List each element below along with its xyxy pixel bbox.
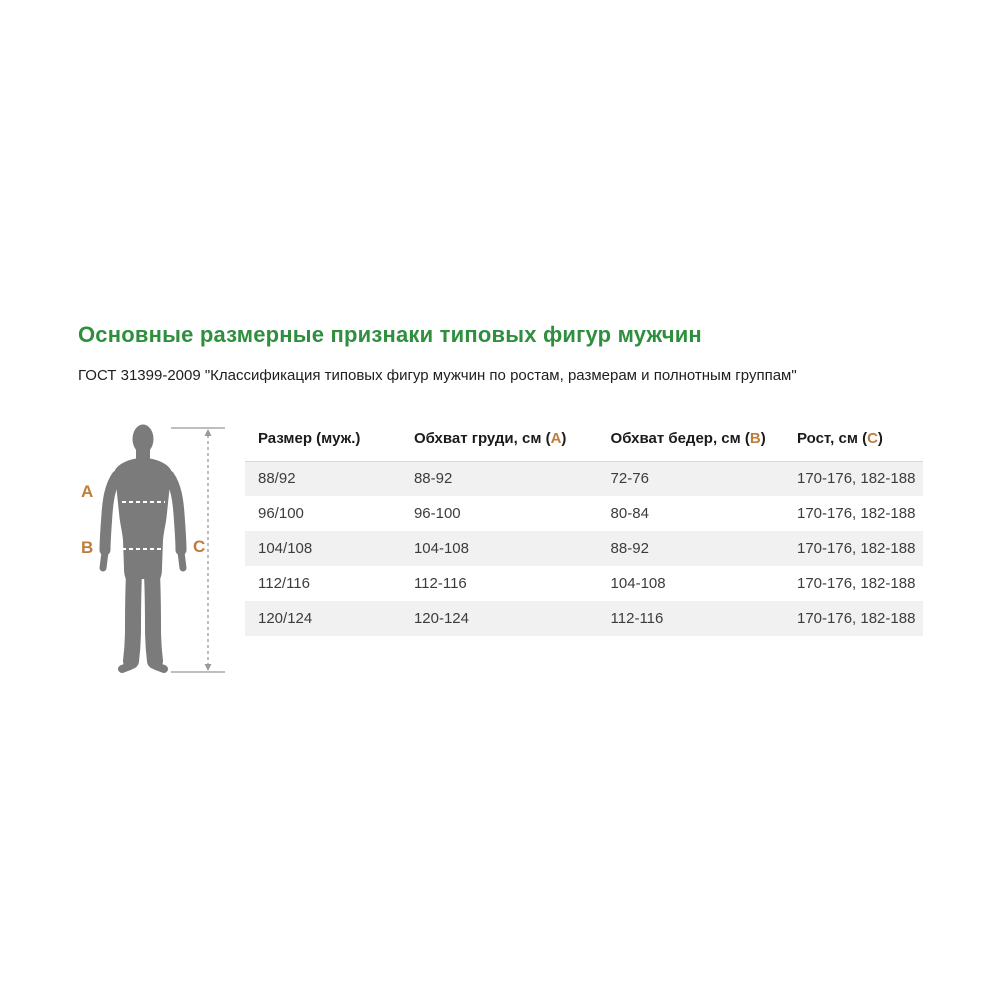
measure-label-hips: B (81, 538, 94, 557)
column-header-label: Размер (муж.) (258, 429, 361, 447)
cell-size: 120/124 (258, 610, 313, 627)
cell-hips: 112-116 (610, 610, 664, 627)
male-silhouette-icon (99, 424, 225, 673)
page-subtitle: ГОСТ 31399-2009 "Классификация типовых ф… (78, 367, 797, 384)
cell-height: 170-176, 182-188 (796, 505, 916, 522)
cell-hips: 80-84 (610, 505, 649, 522)
column-header-label: Рост, см ( (796, 429, 868, 447)
column-letter-a: A (550, 429, 562, 447)
column-letter-c: C (867, 429, 878, 447)
page-title: Основные размерные признаки типовых фигу… (78, 322, 702, 347)
column-header-size: Размер (муж.) (245, 420, 401, 462)
column-header-chest: Обхват груди, см (A) (400, 420, 598, 462)
cell-size: 88/92 (258, 470, 296, 488)
column-header-paren: ) (561, 429, 567, 447)
cell-hips: 88-92 (610, 540, 649, 557)
cell-height: 170-176, 182-188 (796, 575, 916, 592)
column-header-label: Обхват бедер, см ( (610, 429, 750, 447)
measure-label-chest: A (81, 482, 94, 501)
cell-size: 112/116 (258, 575, 310, 592)
column-header-paren: ) (877, 429, 883, 447)
column-header-label: Обхват груди, см ( (413, 429, 551, 447)
cell-chest: 88-92 (413, 470, 453, 488)
table-row: 104/108 104-108 88-92 170-176, 182-188 (245, 531, 923, 566)
size-table: Размер (муж.) Обхват груди, см (A) Обхва… (245, 420, 923, 636)
table-row: 96/100 96-100 80-84 170-176, 182-188 (245, 496, 923, 531)
column-header-paren: ) (760, 429, 766, 447)
height-measure-line (171, 427, 225, 673)
cell-hips: 72-76 (610, 470, 649, 488)
column-letter-b: B (749, 429, 761, 447)
cell-size: 104/108 (258, 540, 313, 557)
measure-label-height: C (193, 537, 206, 556)
cell-chest: 104-108 (413, 540, 469, 557)
cell-chest: 96-100 (413, 505, 461, 522)
table-row: 120/124 120-124 112-116 170-176, 182-188 (245, 601, 923, 636)
figure-diagram: A B C (75, 418, 235, 680)
column-header-hips: Обхват бедер, см (B) (597, 420, 784, 462)
cell-height: 170-176, 182-188 (796, 540, 916, 557)
column-header-height: Рост, см (C) (783, 420, 923, 462)
cell-chest: 112-116 (413, 575, 467, 592)
cell-height: 170-176, 182-188 (796, 470, 916, 488)
table-row: 112/116 112-116 104-108 170-176, 182-188 (245, 566, 923, 601)
cell-height: 170-176, 182-188 (796, 610, 916, 627)
table-row: 88/92 88-92 72-76 170-176, 182-188 (245, 461, 923, 496)
cell-chest: 120-124 (413, 610, 469, 627)
cell-size: 96/100 (258, 505, 304, 522)
table-header-row: Размер (муж.) Обхват груди, см (A) Обхва… (245, 420, 923, 462)
cell-hips: 104-108 (610, 575, 666, 592)
